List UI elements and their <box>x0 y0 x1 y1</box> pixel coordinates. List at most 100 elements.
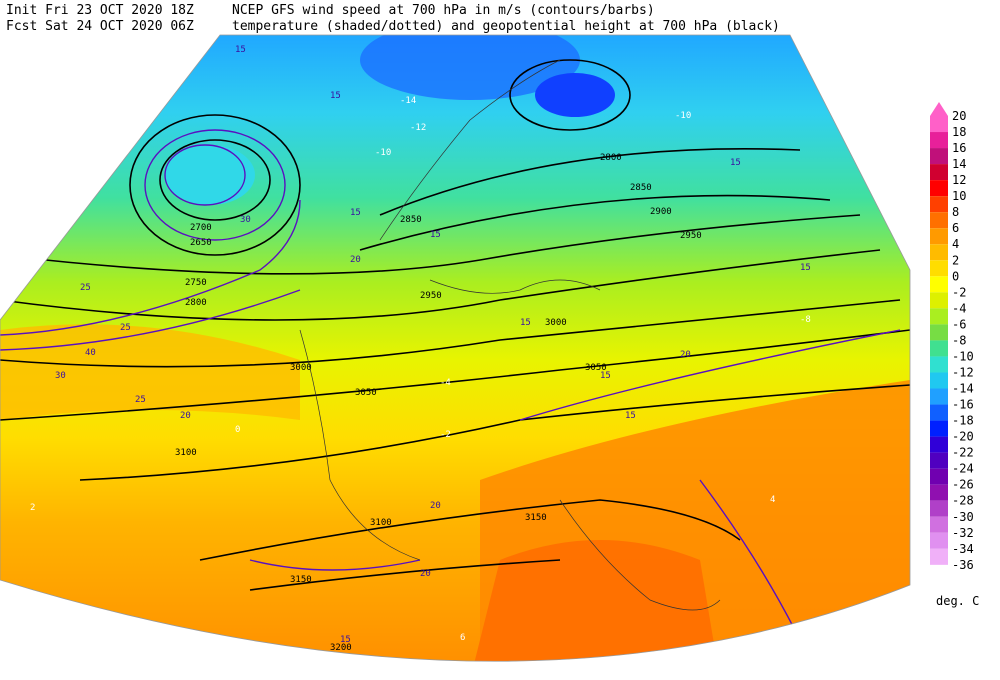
colorbar-box <box>930 420 948 437</box>
temperature-label: 6 <box>460 633 465 643</box>
wind-label: 15 <box>600 371 611 381</box>
cold-core <box>535 73 615 117</box>
colorbar-box <box>930 452 948 469</box>
temperature-label: -12 <box>410 123 426 133</box>
wind-label: 20 <box>420 569 431 579</box>
colorbar-box <box>930 276 948 293</box>
colorbar-box <box>930 308 948 325</box>
height-label: 2850 <box>630 183 652 193</box>
wind-label: 15 <box>800 263 811 273</box>
colorbar-label: -34 <box>952 542 974 556</box>
colorbar-box <box>930 388 948 405</box>
wind-label: 20 <box>180 411 191 421</box>
colorbar-arrow <box>930 102 948 116</box>
height-label: 3050 <box>585 363 607 373</box>
colorbar-box <box>930 532 948 549</box>
colorbar-label: 4 <box>952 237 959 251</box>
wind-label: 20 <box>430 501 441 511</box>
height-label: 3150 <box>290 575 312 585</box>
colorbar-label: -30 <box>952 510 974 524</box>
wind-label: 15 <box>330 91 341 101</box>
wind-label: 30 <box>55 371 66 381</box>
colorbar-label: 12 <box>952 173 966 187</box>
colorbar-box <box>930 148 948 165</box>
height-label: 2850 <box>400 215 422 225</box>
wind-label: 20 <box>680 350 691 360</box>
height-label: 3100 <box>175 448 197 458</box>
colorbar-box <box>930 548 948 565</box>
temperature-label: -10 <box>375 148 391 158</box>
wind-label: 15 <box>520 318 531 328</box>
colorbar-label: -26 <box>952 478 974 492</box>
colorbar-label: 8 <box>952 205 959 219</box>
colorbar-label: 18 <box>952 125 966 139</box>
colorbar-box <box>930 116 948 133</box>
wind-label: 25 <box>80 283 91 293</box>
wind-label: 15 <box>625 411 636 421</box>
map <box>0 35 910 662</box>
temperature-label: 2 <box>30 503 35 513</box>
temperature-label: -10 <box>675 111 691 121</box>
height-label: 2650 <box>190 238 212 248</box>
colorbar-box <box>930 292 948 309</box>
coastlines <box>299 59 721 611</box>
wind-label: 25 <box>120 323 131 333</box>
colorbar-label: 10 <box>952 189 966 203</box>
title-line: NCEP GFS wind speed at 700 hPa in m/s (c… <box>232 3 655 18</box>
colorbar-box <box>930 516 948 533</box>
wind-contours <box>0 129 901 641</box>
colorbar-label: -14 <box>952 382 974 396</box>
wind-label: 15 <box>730 158 741 168</box>
wind-label: 25 <box>135 395 146 405</box>
colorbar-box <box>930 484 948 501</box>
temperature-label: -4 <box>440 378 451 388</box>
colorbar-box <box>930 132 948 149</box>
height-label: 3100 <box>370 518 392 528</box>
colorbar-box <box>930 356 948 373</box>
forecast-time: Fcst Sat 24 OCT 2020 06Z <box>6 19 194 34</box>
map-border <box>0 34 911 662</box>
colorbar-label: -20 <box>952 430 974 444</box>
temperature-label: -8 <box>800 315 811 325</box>
height-label: 3000 <box>290 363 312 373</box>
height-label: 2800 <box>185 298 207 308</box>
wind-label: 15 <box>430 230 441 240</box>
height-label: 2900 <box>650 207 672 217</box>
wind-label: 40 <box>85 348 96 358</box>
warm-tongue <box>0 324 300 420</box>
colorbar-label: 16 <box>952 141 966 155</box>
temperature-label: 0 <box>235 425 240 435</box>
colorbar-box <box>930 228 948 245</box>
colorbar-label: -36 <box>952 558 974 572</box>
colorbar-label: -32 <box>952 526 974 540</box>
warm-core <box>470 540 720 662</box>
height-label: 2950 <box>680 231 702 241</box>
height-label: 2800 <box>600 153 622 163</box>
colorbar-label: -28 <box>952 494 974 508</box>
colorbar-label: 20 <box>952 109 966 123</box>
temperature-label: -14 <box>400 96 416 106</box>
colorbar-box <box>930 212 948 229</box>
colorbar-label: -4 <box>952 301 966 315</box>
colorbar-box <box>930 372 948 389</box>
init-time: Init Fri 23 OCT 2020 18Z <box>6 3 194 18</box>
wind-label: 20 <box>350 255 361 265</box>
wind-label: 30 <box>240 215 251 225</box>
colorbar-label: -16 <box>952 398 974 412</box>
colorbar-box <box>930 500 948 517</box>
colorbar-label: -10 <box>952 349 974 363</box>
colorbar-box <box>930 260 948 277</box>
wind-label: 15 <box>340 635 351 645</box>
colorbar-box <box>930 468 948 485</box>
colorbar-label: -24 <box>952 462 974 476</box>
colorbar-unit: deg. C <box>936 594 979 608</box>
colorbar-label: 6 <box>952 221 959 235</box>
cold-area <box>165 145 255 205</box>
colorbar-label: -2 <box>952 285 966 299</box>
title-line: temperature (shaded/dotted) and geopoten… <box>232 19 780 34</box>
temperature-label: -2 <box>440 430 451 440</box>
colorbar-label: 2 <box>952 253 959 267</box>
height-label: 3200 <box>330 643 352 653</box>
colorbar-box <box>930 340 948 357</box>
height-label: 3150 <box>525 513 547 523</box>
